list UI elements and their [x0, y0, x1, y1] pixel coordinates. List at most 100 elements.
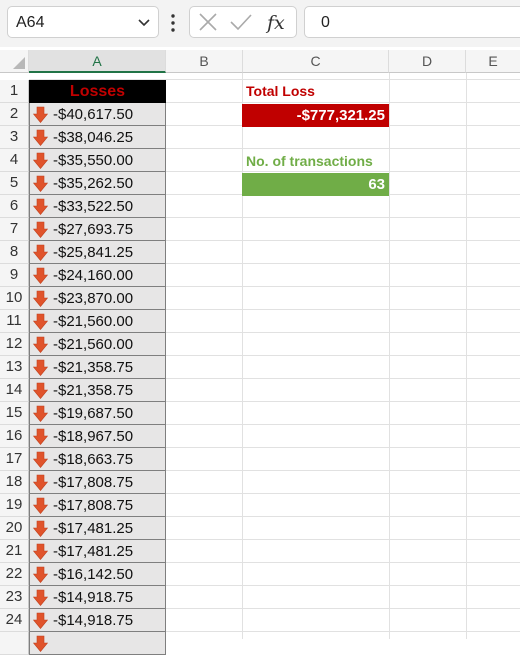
down-arrow-icon	[32, 635, 49, 652]
row-header[interactable]: 9	[0, 264, 29, 287]
loss-cell[interactable]: -$17,481.25	[29, 517, 166, 540]
row-header[interactable]: 23	[0, 586, 29, 609]
loss-cell[interactable]: -$21,358.75	[29, 379, 166, 402]
loss-cell[interactable]: -$17,808.75	[29, 471, 166, 494]
loss-value: -$21,560.00	[53, 313, 134, 330]
grid-line	[29, 585, 520, 586]
total-loss-label[interactable]: Total Loss	[246, 83, 315, 99]
row-header[interactable]: 11	[0, 310, 29, 333]
column-header-e[interactable]: E	[466, 50, 520, 73]
loss-cell[interactable]: -$18,967.50	[29, 425, 166, 448]
loss-cell[interactable]: -$35,262.50	[29, 172, 166, 195]
loss-cell[interactable]: -$33,522.50	[29, 195, 166, 218]
loss-cell[interactable]	[29, 632, 166, 655]
row-header[interactable]: 8	[0, 241, 29, 264]
down-arrow-icon	[32, 428, 49, 445]
row-header[interactable]: 3	[0, 126, 29, 149]
formula-input[interactable]: 0	[304, 6, 520, 38]
loss-cell[interactable]: -$27,693.75	[29, 218, 166, 241]
loss-cell[interactable]: -$35,550.00	[29, 149, 166, 172]
loss-value: -$27,693.75	[53, 221, 134, 238]
enter-icon[interactable]	[228, 7, 254, 37]
grid-line	[466, 73, 467, 639]
row-header[interactable]: 4	[0, 149, 29, 172]
loss-cell[interactable]: -$17,481.25	[29, 540, 166, 563]
row-header[interactable]: 1	[0, 80, 29, 103]
chevron-down-icon[interactable]	[138, 18, 150, 28]
loss-value: -$24,160.00	[53, 267, 134, 284]
loss-value: -$23,870.00	[53, 290, 134, 307]
row-header[interactable]: 12	[0, 333, 29, 356]
row-header[interactable]: 14	[0, 379, 29, 402]
loss-value: -$19,687.50	[53, 405, 134, 422]
down-arrow-icon	[32, 405, 49, 422]
cancel-icon[interactable]	[196, 7, 220, 37]
grid-line	[29, 516, 520, 517]
loss-value: -$17,808.75	[53, 497, 134, 514]
loss-cell[interactable]: -$21,560.00	[29, 310, 166, 333]
row-header[interactable]: 20	[0, 517, 29, 540]
loss-cell[interactable]: -$21,358.75	[29, 356, 166, 379]
down-arrow-icon	[32, 566, 49, 583]
loss-cell[interactable]: -$18,663.75	[29, 448, 166, 471]
loss-cell[interactable]: -$24,160.00	[29, 264, 166, 287]
row-header[interactable]: 13	[0, 356, 29, 379]
loss-cell[interactable]: -$17,808.75	[29, 494, 166, 517]
row-header[interactable]: 10	[0, 287, 29, 310]
formula-value[interactable]: 0	[321, 14, 330, 31]
loss-value: -$21,560.00	[53, 336, 134, 353]
loss-value: -$40,617.50	[53, 106, 134, 123]
loss-cell[interactable]: -$40,617.50	[29, 103, 166, 126]
loss-cell[interactable]: -$25,841.25	[29, 241, 166, 264]
loss-cell[interactable]: -$19,687.50	[29, 402, 166, 425]
down-arrow-icon	[32, 267, 49, 284]
more-options-icon[interactable]	[170, 13, 176, 33]
row-header[interactable]: 6	[0, 195, 29, 218]
loss-cell[interactable]: -$14,918.75	[29, 609, 166, 632]
row-header[interactable]: 24	[0, 609, 29, 632]
select-all-button[interactable]	[0, 50, 29, 73]
column-header-b[interactable]: B	[166, 50, 243, 73]
column-header-a[interactable]: A	[29, 50, 166, 73]
row-header[interactable]: 17	[0, 448, 29, 471]
loss-value: -$14,918.75	[53, 589, 134, 606]
insert-function-icon[interactable]: fx	[264, 7, 292, 37]
loss-cell[interactable]: -$16,142.50	[29, 563, 166, 586]
transactions-value[interactable]: 63	[242, 173, 389, 196]
loss-value: -$35,262.50	[53, 175, 134, 192]
losses-header-cell[interactable]: Losses	[29, 80, 166, 103]
row-header[interactable]: 2	[0, 103, 29, 126]
grid-line	[29, 608, 520, 609]
down-arrow-icon	[32, 520, 49, 537]
grid-line	[29, 424, 520, 425]
grid-line	[29, 102, 520, 103]
row-header[interactable]: 19	[0, 494, 29, 517]
column-header-c[interactable]: C	[243, 50, 389, 73]
grid-line	[29, 240, 520, 241]
loss-cell[interactable]: -$38,046.25	[29, 126, 166, 149]
column-header-d[interactable]: D	[389, 50, 466, 73]
loss-cell[interactable]: -$14,918.75	[29, 586, 166, 609]
down-arrow-icon	[32, 221, 49, 238]
down-arrow-icon	[32, 244, 49, 261]
name-box[interactable]: A64	[7, 6, 159, 38]
row-header[interactable]: 22	[0, 563, 29, 586]
down-arrow-icon	[32, 589, 49, 606]
grid-line	[29, 631, 520, 632]
transactions-label[interactable]: No. of transactions	[246, 153, 373, 169]
row-header[interactable]: 7	[0, 218, 29, 241]
total-loss-value[interactable]: -$777,321.25	[242, 104, 389, 127]
down-arrow-icon	[32, 129, 49, 146]
down-arrow-icon	[32, 474, 49, 491]
name-box-value[interactable]: A64	[16, 14, 45, 31]
row-header[interactable]: 5	[0, 172, 29, 195]
grid-line	[242, 73, 243, 639]
row-header[interactable]: 18	[0, 471, 29, 494]
row-header[interactable]: 15	[0, 402, 29, 425]
loss-cell[interactable]: -$23,870.00	[29, 287, 166, 310]
loss-cell[interactable]: -$21,560.00	[29, 333, 166, 356]
grid-line	[29, 309, 520, 310]
row-header[interactable]: 16	[0, 425, 29, 448]
row-header[interactable]: 21	[0, 540, 29, 563]
row-header[interactable]	[0, 632, 29, 655]
